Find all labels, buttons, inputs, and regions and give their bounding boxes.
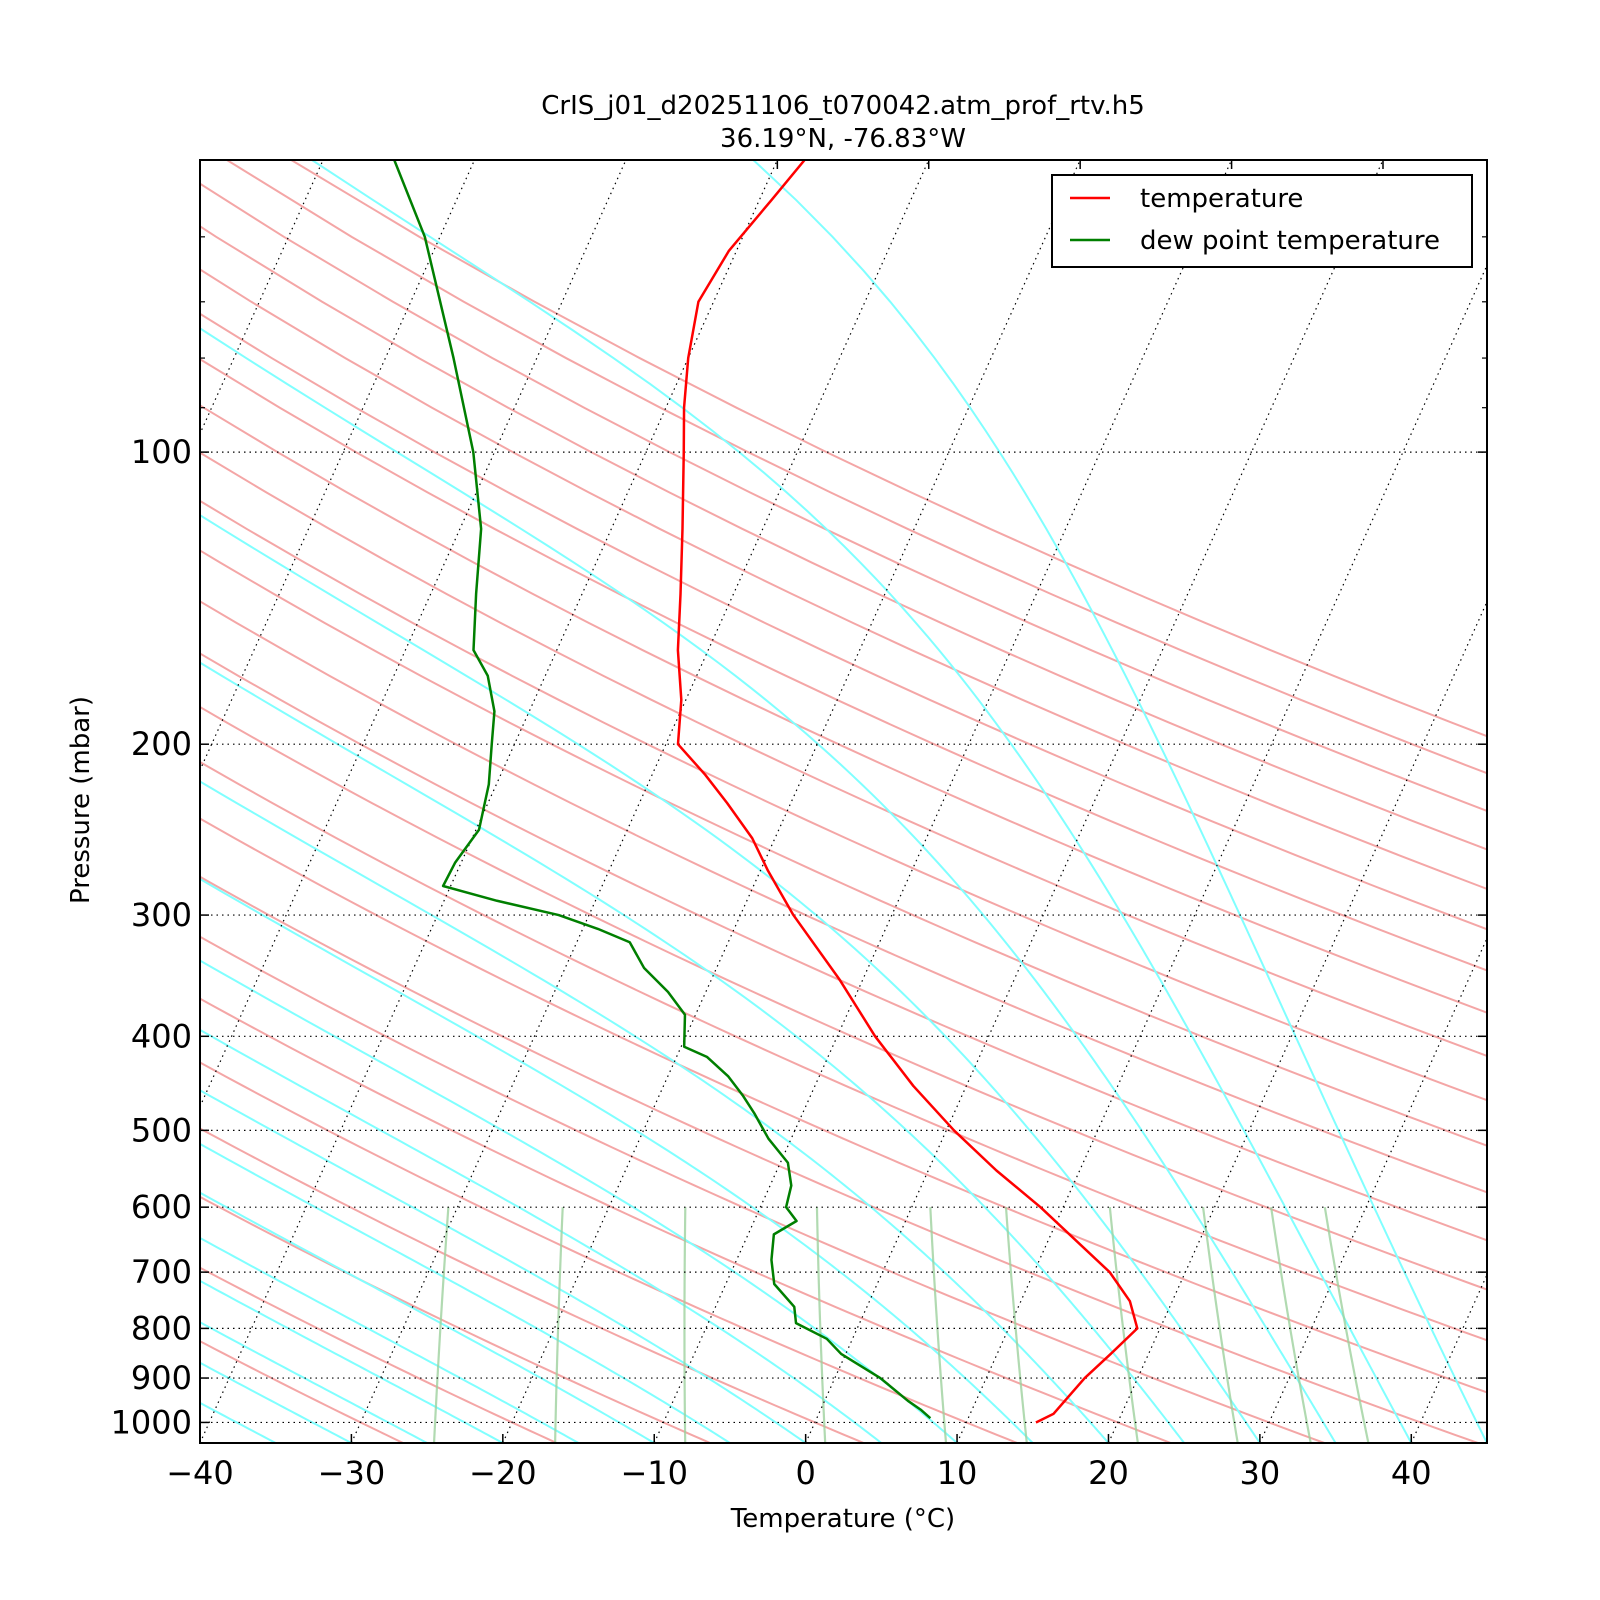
dry-adiabat: [200, 997, 1172, 1443]
moist-adiabat: [200, 1089, 807, 1443]
y-axis-label: Pressure (mbar): [66, 696, 96, 904]
x-tick-label: 10: [937, 1454, 978, 1492]
moist-adiabat: [200, 780, 1110, 1443]
dry-adiabat: [200, 1195, 711, 1443]
moist-adiabat: [200, 1441, 201, 1443]
y-tick-label: 400: [131, 1017, 192, 1055]
isotherm: [653, 160, 1233, 1443]
chart-title: CrIS_j01_d20251106_t070042.atm_prof_rtv.…: [541, 91, 1145, 121]
isotherm: [0, 160, 20, 1443]
dry-adiabat: [290, 160, 1487, 738]
x-tick-label: −20: [469, 1454, 537, 1492]
moist-adiabat: [311, 160, 1413, 1443]
moist-adiabat: [200, 1028, 882, 1443]
moist-adiabat: [200, 1191, 655, 1443]
dry-adiabat: [200, 451, 1487, 1057]
y-tick-label: 300: [131, 896, 192, 934]
y-tick-label: 800: [131, 1309, 192, 1347]
y-tick-label: 500: [131, 1111, 192, 1149]
dry-adiabat: [200, 935, 1325, 1443]
legend-label-dewpoint: dew point temperature: [1140, 226, 1440, 256]
dry-adiabat: [200, 268, 1487, 890]
dry-adiabat: [200, 1127, 865, 1443]
x-tick-label: 30: [1240, 1454, 1281, 1492]
dry-adiabat: [200, 760, 1487, 1342]
dry-adiabat: [200, 1340, 404, 1443]
moist-adiabat: [200, 877, 1034, 1443]
dry-adiabat: [200, 358, 1487, 972]
moist-adiabat: [200, 327, 1337, 1443]
mixing-ratio-line: [1201, 1207, 1239, 1443]
mixing-ratio-line: [1323, 1206, 1370, 1443]
x-axis-label: Temperature (°C): [730, 1504, 955, 1534]
isotherm: [956, 263, 1487, 1443]
y-tick-label: 100: [131, 433, 192, 471]
moist-adiabat: [200, 1361, 352, 1443]
axis-ticks: [199, 160, 1487, 1443]
y-tick-label: 700: [131, 1253, 192, 1291]
plot-frame: [199, 159, 1488, 1444]
isotherm: [1259, 936, 1487, 1443]
dewpoint-line: [393, 160, 932, 1420]
legend: temperature dew point temperature: [1051, 174, 1473, 268]
dry-adiabat: [200, 549, 1487, 1147]
y-tick-label: 600: [131, 1188, 192, 1226]
y-tick-label: 1000: [111, 1403, 192, 1441]
isotherm: [1107, 600, 1487, 1443]
y-tick-label: 900: [131, 1359, 192, 1397]
mixing-ratio-line: [929, 1207, 948, 1443]
dry-adiabat: [200, 312, 1487, 931]
isotherm: [1410, 1273, 1487, 1443]
moist-adiabat: [200, 1236, 580, 1443]
dry-adiabat: [200, 600, 1487, 1194]
isotherm: [350, 160, 930, 1443]
isotherm: [200, 160, 476, 772]
x-tick-label: −10: [620, 1454, 688, 1492]
moist-adiabat: [752, 160, 1487, 1443]
mixing-ratio-line: [683, 1207, 687, 1443]
dry-adiabat: [200, 652, 1487, 1242]
mixing-ratio-line: [1004, 1207, 1028, 1443]
isotherm: [200, 160, 324, 436]
dry-adiabat: [200, 225, 1487, 851]
legend-label-temperature: temperature: [1140, 184, 1303, 214]
dry-adiabat: [200, 182, 1487, 812]
x-tick-label: 20: [1088, 1454, 1129, 1492]
y-tick-label: 200: [131, 725, 192, 763]
moist-adiabat: [200, 1279, 504, 1443]
dry-adiabat: [200, 1266, 558, 1443]
y-tick-labels: 100 200 300 400 500 600 700 800 900 1000: [111, 433, 192, 1441]
background-lines: [0, 160, 1600, 1443]
x-tick-label: −30: [318, 1454, 386, 1492]
temperature-line: [676, 160, 1139, 1424]
dry-adiabat: [200, 1061, 1018, 1443]
isotherm: [200, 160, 627, 1108]
isotherm: [502, 160, 1081, 1443]
isobar-grid: [200, 451, 1487, 1424]
x-tick-labels: −40 −30 −20 −10 0 10 20 30 40: [166, 1454, 1431, 1492]
moist-adiabat: [200, 513, 1261, 1443]
x-tick-label: 0: [795, 1454, 815, 1492]
isotherm: [1563, 160, 1600, 1443]
chart-subtitle: 36.19°N, -76.83°W: [720, 124, 966, 154]
moist-adiabat: [200, 1321, 428, 1443]
legend-box: [1051, 174, 1473, 268]
dry-adiabat: [200, 499, 1487, 1102]
dry-adiabat: [200, 404, 1487, 1014]
mixing-ratio-line: [554, 1207, 564, 1443]
x-tick-label: 40: [1391, 1454, 1432, 1492]
dry-adiabat: [200, 705, 1487, 1291]
mixing-ratio-line: [815, 1207, 827, 1443]
isotherm: [200, 160, 778, 1443]
x-tick-label: −40: [166, 1454, 234, 1492]
dry-adiabat: [200, 817, 1487, 1394]
isotherm: [805, 160, 1384, 1443]
mixing-ratio-line: [432, 1207, 450, 1443]
mixing-ratio-line: [1270, 1207, 1312, 1443]
moist-adiabat: [200, 1142, 731, 1443]
profile-lines: [393, 160, 1139, 1424]
